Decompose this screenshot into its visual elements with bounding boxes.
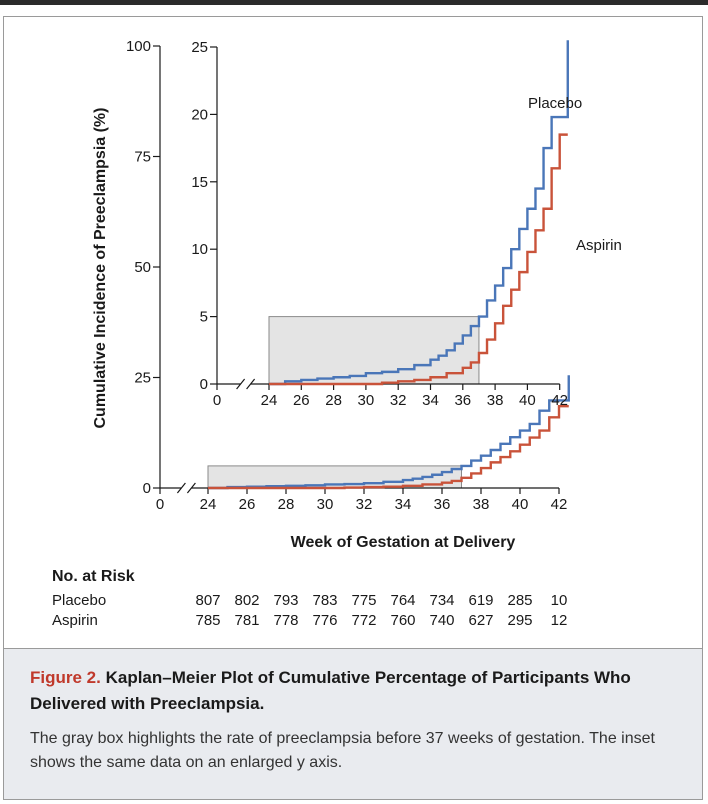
inset-y-tick-label: 10 bbox=[191, 241, 208, 258]
caption-figure-label: Figure 2. bbox=[30, 668, 101, 687]
risk-cell: 781 bbox=[234, 612, 260, 629]
inset-y-tick-label: 0 bbox=[200, 376, 208, 393]
caption-title: Figure 2. Kaplan–Meier Plot of Cumulativ… bbox=[30, 665, 688, 717]
risk-cell: 760 bbox=[390, 612, 416, 629]
main-x-tick-label: 32 bbox=[356, 496, 373, 513]
main-x-tick-label: 36 bbox=[434, 496, 451, 513]
risk-cell: 764 bbox=[390, 592, 416, 609]
risk-table-title: No. at Risk bbox=[52, 568, 135, 585]
main-x-tick-label: 28 bbox=[278, 496, 295, 513]
inset-y-tick-label: 5 bbox=[200, 309, 208, 326]
inset-y-tick-label: 15 bbox=[191, 174, 208, 191]
figure-caption: Figure 2. Kaplan–Meier Plot of Cumulativ… bbox=[3, 648, 703, 800]
risk-row-aspirin: Aspirin 785 781 778 776 772 760 740 627 295 12 bbox=[52, 612, 672, 632]
main-x-tick-label: 42 bbox=[551, 496, 568, 513]
caption-text: The gray box highlights the rate of pree… bbox=[30, 730, 655, 771]
inset-x-tick-label: 28 bbox=[325, 392, 342, 409]
risk-row-label: Aspirin bbox=[52, 612, 98, 629]
main-axis-break-mark bbox=[176, 482, 186, 494]
risk-cell: 772 bbox=[351, 612, 377, 629]
risk-cell: 775 bbox=[351, 592, 377, 609]
main-x-tick-label: 38 bbox=[473, 496, 490, 513]
inset-series-aspirin-line bbox=[269, 133, 568, 386]
y-axis-title: Cumulative Incidence of Preeclampsia (%) bbox=[92, 108, 109, 429]
risk-cell: 295 bbox=[507, 612, 533, 629]
risk-cell: 783 bbox=[312, 592, 338, 609]
inset-y-tick-label: 20 bbox=[191, 106, 208, 123]
kaplan-meier-chart: 0 25 50 75 100 0 24 26 28 30 32 34 36 38 40 42 0 5 10 15 20 2… bbox=[92, 38, 622, 551]
main-x-tick-label: 34 bbox=[395, 496, 412, 513]
main-series-placebo-line bbox=[208, 375, 570, 490]
risk-row-label: Placebo bbox=[52, 592, 107, 609]
inset-x-tick-label: 34 bbox=[422, 392, 439, 409]
inset-series-placebo-line bbox=[269, 40, 569, 386]
risk-cell: 10 bbox=[550, 592, 568, 609]
risk-cell: 778 bbox=[273, 612, 299, 629]
main-x-tick-label: 40 bbox=[512, 496, 529, 513]
main-x-tick-label: 0 bbox=[156, 496, 164, 513]
risk-cell: 802 bbox=[234, 592, 260, 609]
risk-table: No. at Risk Placebo 807 802 793 783 775 764 734… bbox=[52, 568, 672, 632]
inset-x-tick-label: 30 bbox=[358, 392, 375, 409]
main-x-tick-label: 26 bbox=[239, 496, 256, 513]
risk-cell: 285 bbox=[507, 592, 533, 609]
risk-cell: 793 bbox=[273, 592, 299, 609]
inset-x-tick-label: 42 bbox=[551, 392, 568, 409]
risk-cell: 619 bbox=[468, 592, 494, 609]
inset-x-tick-label: 32 bbox=[390, 392, 407, 409]
risk-cell: 12 bbox=[550, 612, 568, 629]
risk-row-placebo: Placebo 807 802 793 783 775 764 734 619 285 10 bbox=[52, 592, 672, 612]
inset-label-aspirin: Aspirin bbox=[576, 237, 622, 254]
inset-x-tick-label: 38 bbox=[487, 392, 504, 409]
risk-table-rows: Placebo 807 802 793 783 775 764 734 619 285 10 Aspi… bbox=[52, 592, 672, 632]
caption-title-text: Kaplan–Meier Plot of Cumulative Percenta… bbox=[30, 668, 631, 713]
inset-axis-break-mark bbox=[246, 378, 256, 390]
inset-x-tick-label: 26 bbox=[293, 392, 310, 409]
inset-x-tick-label: 40 bbox=[519, 392, 536, 409]
main-y-tick-label: 50 bbox=[134, 259, 151, 276]
main-y-tick-label: 25 bbox=[134, 370, 151, 387]
risk-cell: 734 bbox=[429, 592, 455, 609]
main-y-tick-label: 0 bbox=[143, 480, 151, 497]
main-y-tick-label: 100 bbox=[126, 38, 151, 55]
inset-y-tick-label: 25 bbox=[191, 39, 208, 56]
x-axis-title: Week of Gestation at Delivery bbox=[291, 534, 516, 551]
risk-cell: 740 bbox=[429, 612, 455, 629]
inset-x-tick-label: 24 bbox=[261, 392, 278, 409]
main-x-tick-label: 30 bbox=[317, 496, 334, 513]
risk-cell: 627 bbox=[468, 612, 494, 629]
inset-x-tick-label: 0 bbox=[213, 392, 221, 409]
risk-cell: 776 bbox=[312, 612, 338, 629]
main-x-tick-label: 24 bbox=[200, 496, 217, 513]
main-axis-break-mark bbox=[186, 482, 196, 494]
main-y-tick-label: 75 bbox=[134, 149, 151, 166]
main-series-aspirin-line bbox=[208, 405, 569, 490]
inset-axis-break-mark bbox=[236, 378, 246, 390]
risk-cell: 807 bbox=[195, 592, 221, 609]
risk-cell: 785 bbox=[195, 612, 221, 629]
inset-x-tick-label: 36 bbox=[454, 392, 471, 409]
inset-label-placebo: Placebo bbox=[528, 95, 582, 112]
top-rule bbox=[0, 0, 708, 5]
